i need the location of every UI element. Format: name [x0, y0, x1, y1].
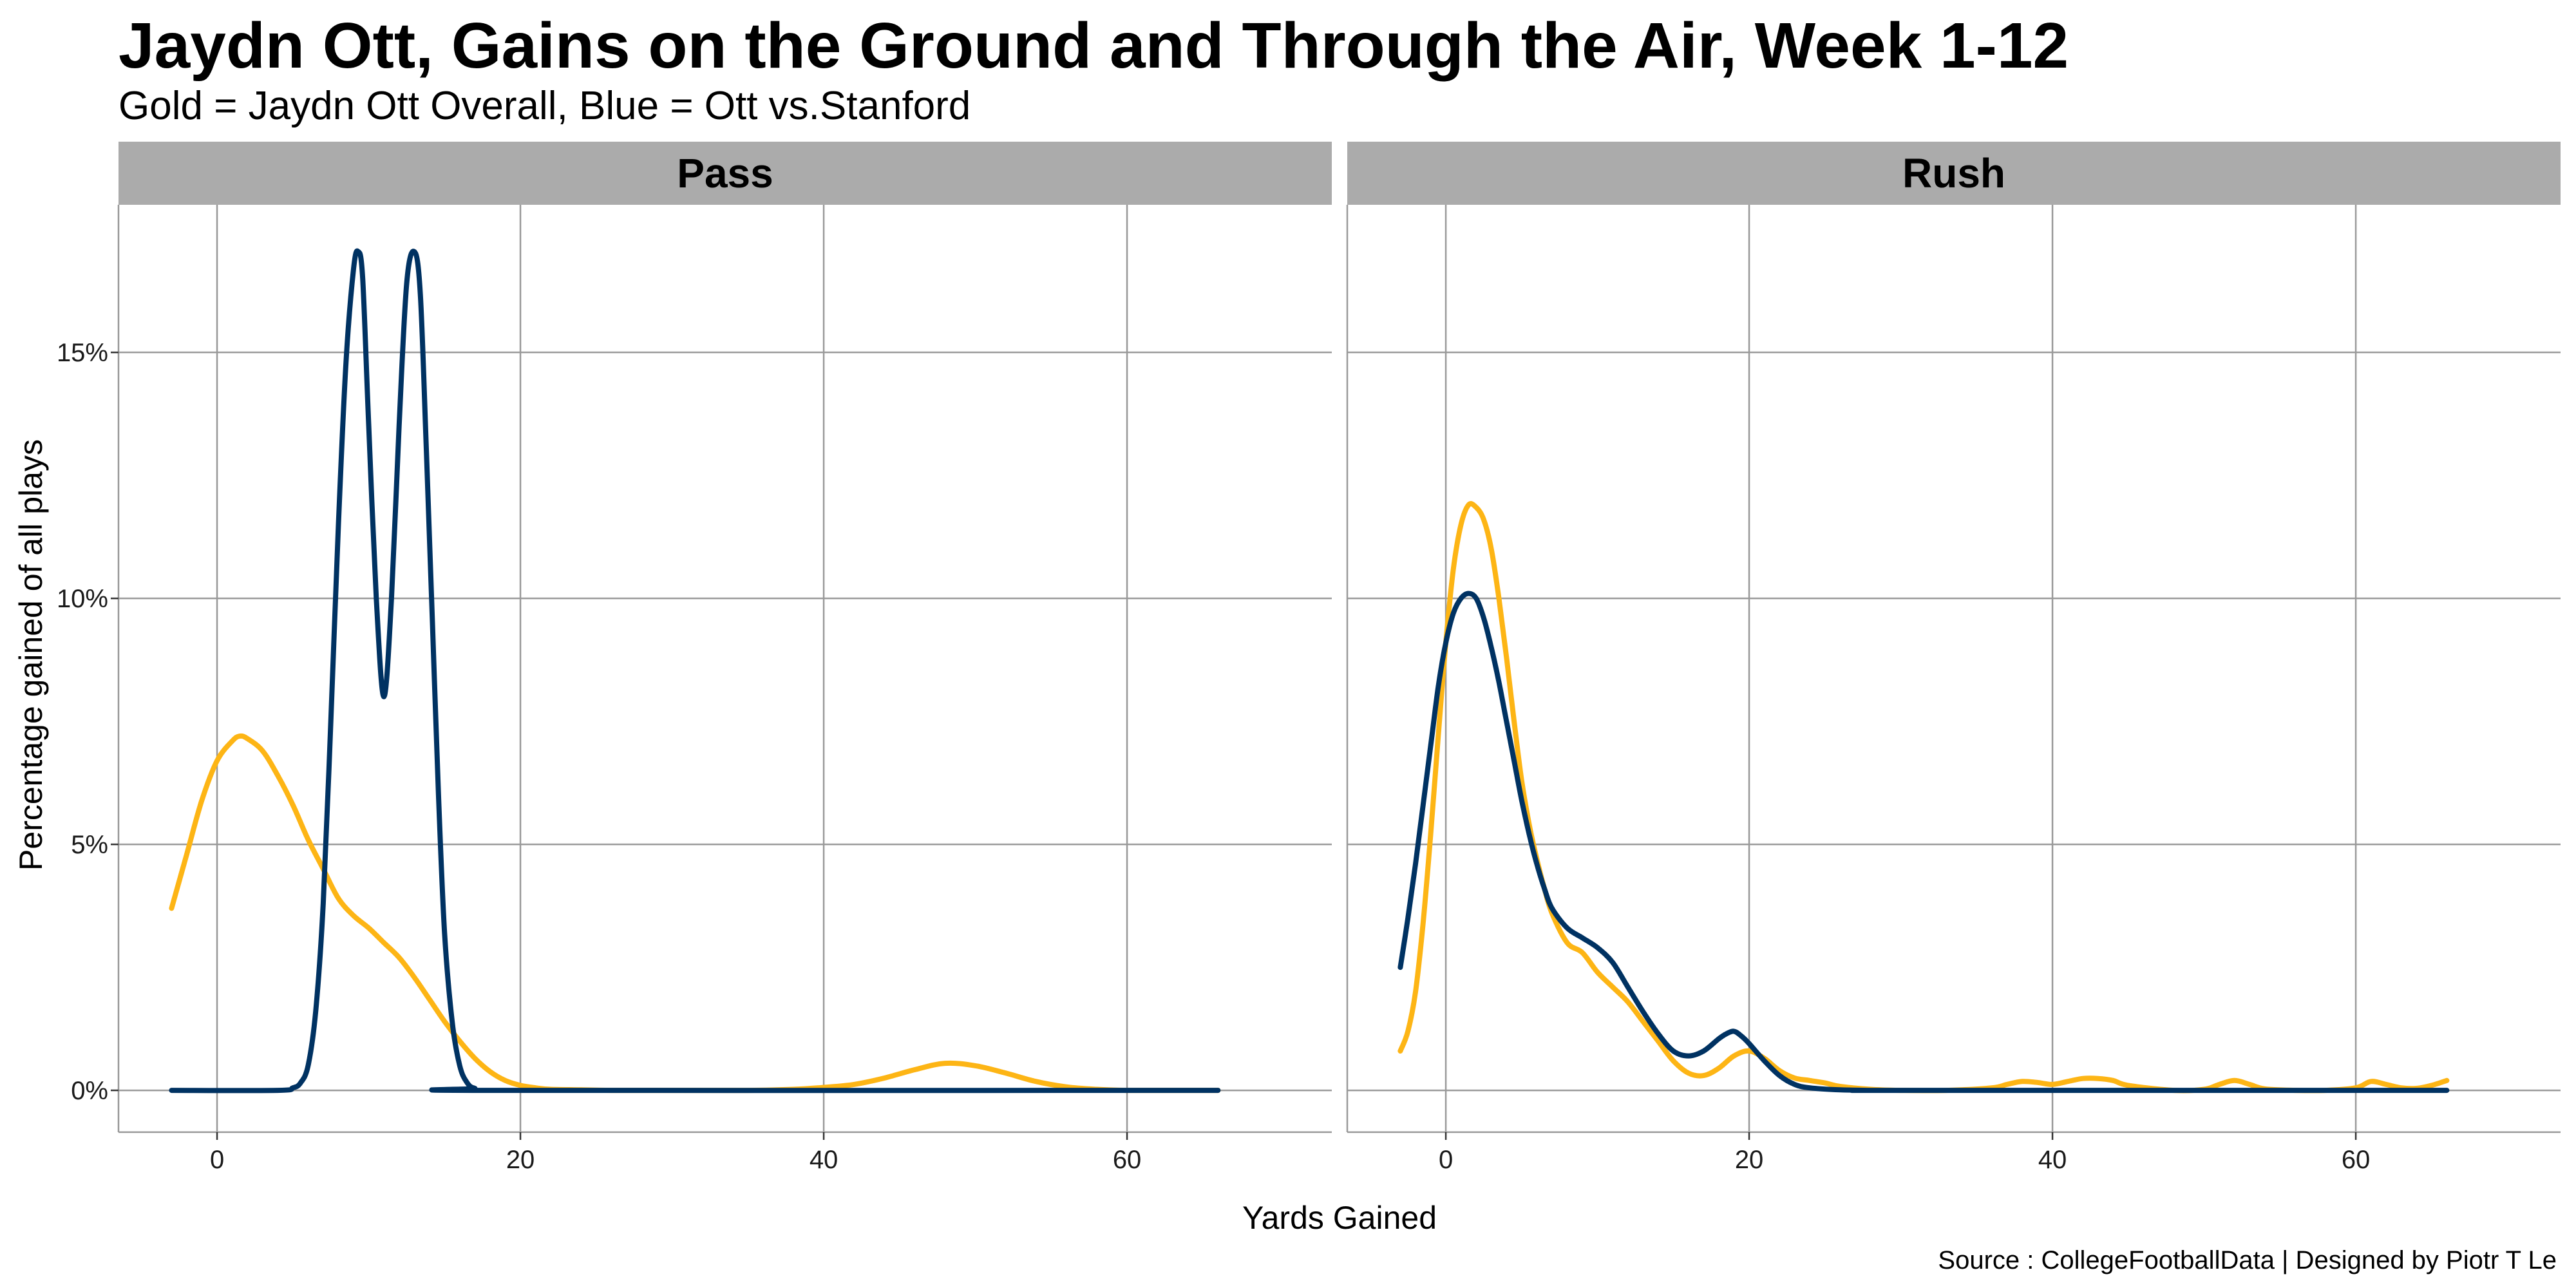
- y-tick-label-15: 15%: [57, 339, 108, 367]
- series-rush: [1397, 501, 2450, 1094]
- y-tick-label-10: 10%: [57, 585, 108, 613]
- strip-label-rush: Rush: [1902, 150, 2005, 196]
- source-caption: Source : CollegeFootballData | Designed …: [1938, 1246, 2557, 1274]
- strip-pass: [118, 142, 1332, 205]
- strip-rush: [1347, 142, 2561, 205]
- chart-title: Jaydn Ott, Gains on the Ground and Throu…: [118, 10, 2069, 82]
- x-tick-label-rush-60: 60: [2342, 1146, 2371, 1174]
- y-tick-label-0: 0%: [71, 1077, 108, 1105]
- series-line-pass-stanford: [169, 248, 1221, 1094]
- grid-pass: [117, 205, 1332, 1133]
- series-pass: [169, 248, 1221, 1094]
- x-tick-label-pass-40: 40: [810, 1146, 838, 1174]
- x-tick-label-rush-40: 40: [2038, 1146, 2067, 1174]
- y-tick-label-5: 5%: [71, 831, 108, 859]
- series-line-rush-stanford: [1397, 591, 2450, 1094]
- panel-pass: Pass: [117, 142, 1332, 1133]
- y-axis-ticks: 0% 5% 10% 15%: [57, 339, 118, 1105]
- x-tick-label-pass-60: 60: [1113, 1146, 1142, 1174]
- x-axis-title: Yards Gained: [1242, 1200, 1437, 1236]
- chart-subtitle: Gold = Jaydn Ott Overall, Blue = Ott vs.…: [118, 84, 971, 128]
- series-line-pass-overall: [169, 733, 1221, 1094]
- grid-rush: [1346, 205, 2561, 1133]
- y-axis-title: Percentage gained of all plays: [13, 439, 49, 871]
- strip-label-pass: Pass: [677, 150, 773, 196]
- x-tick-label-rush-20: 20: [1735, 1146, 1764, 1174]
- x-tick-label-pass-20: 20: [506, 1146, 535, 1174]
- x-axis-ticks: 0 20 40 60 0 20 40 60: [210, 1132, 2370, 1174]
- x-tick-label-rush-0: 0: [1439, 1146, 1453, 1174]
- x-tick-label-pass-0: 0: [210, 1146, 224, 1174]
- series-line-rush-overall: [1397, 501, 2450, 1094]
- panel-rush: Rush: [1346, 142, 2561, 1133]
